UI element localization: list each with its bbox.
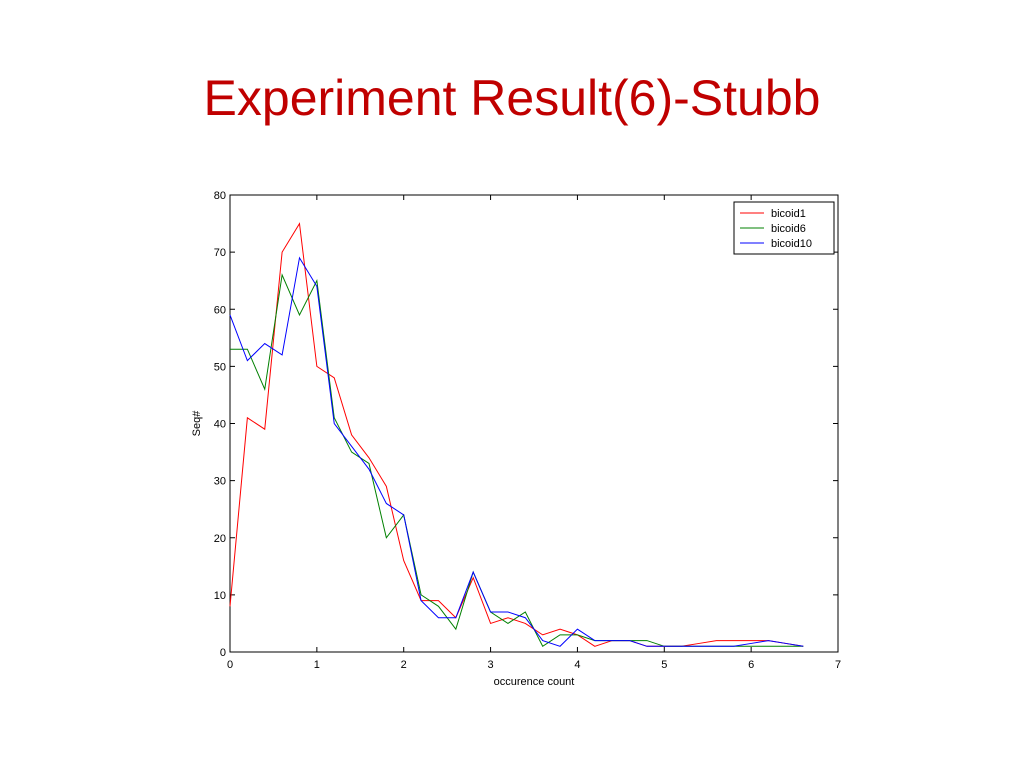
y-tick-label: 0 (220, 647, 226, 659)
y-tick-label: 50 (214, 361, 226, 373)
x-tick-label: 3 (488, 659, 494, 671)
x-tick-label: 4 (574, 659, 580, 671)
y-tick-label: 60 (214, 304, 226, 316)
x-tick-label: 0 (227, 659, 233, 671)
x-tick-label: 1 (314, 659, 320, 671)
x-tick-label: 2 (401, 659, 407, 671)
x-tick-label: 5 (661, 659, 667, 671)
y-tick-label: 30 (214, 476, 226, 488)
x-tick-label: 7 (835, 659, 841, 671)
x-tick-label: 6 (748, 659, 754, 671)
y-tick-label: 10 (214, 590, 226, 602)
y-tick-label: 70 (214, 247, 226, 259)
x-axis-label: occurence count (494, 676, 575, 688)
y-axis-label: Seq# (191, 410, 203, 437)
legend-label: bicoid6 (771, 223, 806, 235)
y-tick-label: 20 (214, 533, 226, 545)
legend-label: bicoid10 (771, 238, 812, 250)
y-tick-label: 40 (214, 419, 226, 431)
y-tick-label: 80 (214, 190, 226, 202)
series-line-bicoid10 (229, 256, 804, 647)
legend-label: bicoid1 (771, 208, 806, 220)
series-line-bicoid1 (229, 222, 804, 647)
slide-title: Experiment Result(6)-Stubb (203, 70, 821, 126)
plot-area (229, 194, 839, 653)
